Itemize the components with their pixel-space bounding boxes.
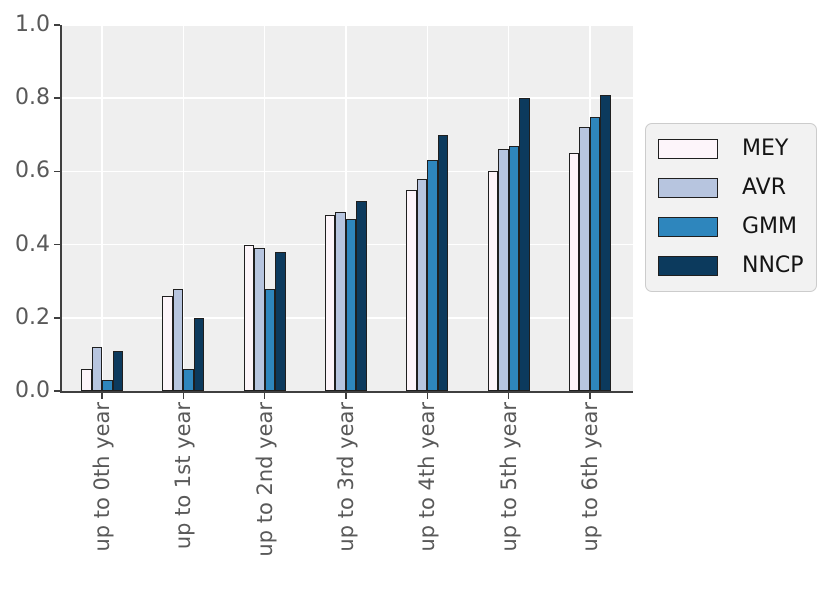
x-tick-mark [507, 393, 510, 399]
legend-label: GMM [742, 214, 798, 239]
legend-swatch-AVR [658, 178, 718, 198]
bar-AVR [416, 178, 428, 391]
x-tick-label: up to 5th year [496, 402, 521, 552]
gridline-horizontal [62, 97, 633, 99]
x-tick-label: up to 0th year [90, 402, 114, 552]
legend: MEY AVR GMM NNCP [645, 123, 817, 292]
bar-AVR [579, 127, 590, 391]
bar-GMM [102, 380, 113, 391]
x-tick-mark [101, 393, 103, 399]
bar-AVR [172, 288, 184, 391]
x-tick-label: up to 3rd year [333, 402, 358, 552]
legend-label: AVR [742, 175, 786, 200]
bar-MEY [568, 153, 580, 391]
x-tick-mark [263, 393, 266, 399]
legend-swatch-MEY [658, 139, 718, 159]
x-tick-label: up to 6th year [577, 402, 602, 552]
bar-GMM [183, 369, 194, 391]
x-tick-mark [345, 393, 347, 399]
legend-swatch-NNCP [658, 256, 718, 276]
y-tick-label: 0.0 [15, 378, 50, 403]
y-tick-mark [54, 390, 60, 392]
plot-area [62, 25, 633, 391]
bar-AVR [254, 248, 265, 391]
bar-MEY [324, 215, 336, 391]
legend-label: NNCP [742, 253, 804, 278]
bar-NNCP [275, 251, 286, 391]
x-tick-label: up to 2nd year [252, 402, 277, 557]
gridline-horizontal [62, 25, 633, 26]
legend-row: NNCP [658, 253, 804, 279]
x-axis-spine [60, 391, 633, 393]
bar-NNCP [356, 200, 367, 391]
y-tick-label: 0.8 [15, 85, 50, 111]
x-tick-label: up to 1st year [171, 402, 196, 550]
y-tick-label: 0.4 [15, 231, 50, 257]
y-tick-mark [54, 97, 60, 99]
gridline-horizontal [62, 170, 633, 173]
bar-GMM [345, 218, 357, 391]
bar-NNCP [437, 134, 449, 391]
x-tick-mark [426, 393, 429, 399]
bar-GMM [264, 288, 276, 391]
y-tick-label: 0.2 [15, 304, 50, 330]
gridline-vertical [345, 25, 347, 391]
y-tick-label: 1.0 [15, 12, 50, 37]
bar-NNCP [193, 317, 205, 391]
bar-NNCP [112, 350, 123, 391]
legend-row: GMM [658, 214, 804, 240]
bar-MEY [487, 171, 499, 391]
y-tick-mark [54, 24, 60, 26]
x-tick-label: up to 4th year [415, 402, 440, 552]
y-axis-spine [60, 25, 62, 393]
legend-row: AVR [658, 175, 804, 201]
x-tick-mark [589, 393, 591, 399]
legend-label: MEY [742, 136, 789, 161]
x-tick-mark [182, 393, 185, 399]
bar-GMM [589, 116, 601, 391]
bar-GMM [427, 160, 438, 391]
bar-GMM [508, 145, 520, 391]
bar-MEY [243, 244, 255, 391]
bar-MEY [81, 369, 92, 391]
bar-NNCP [600, 94, 611, 391]
bar-AVR [498, 149, 509, 391]
bar-AVR [335, 211, 346, 391]
gridline-vertical [101, 25, 103, 391]
y-tick-mark [54, 317, 60, 319]
bar-AVR [91, 347, 102, 391]
legend-row: MEY [658, 136, 804, 162]
gridline-vertical [182, 25, 185, 391]
bar-MEY [162, 295, 173, 391]
bar-NNCP [519, 98, 530, 391]
y-tick-mark [54, 243, 60, 246]
bar-MEY [406, 189, 417, 391]
legend-swatch-GMM [658, 217, 718, 237]
y-tick-label: 0.6 [15, 158, 50, 184]
gridline-vertical [263, 25, 266, 391]
y-tick-mark [54, 170, 60, 173]
